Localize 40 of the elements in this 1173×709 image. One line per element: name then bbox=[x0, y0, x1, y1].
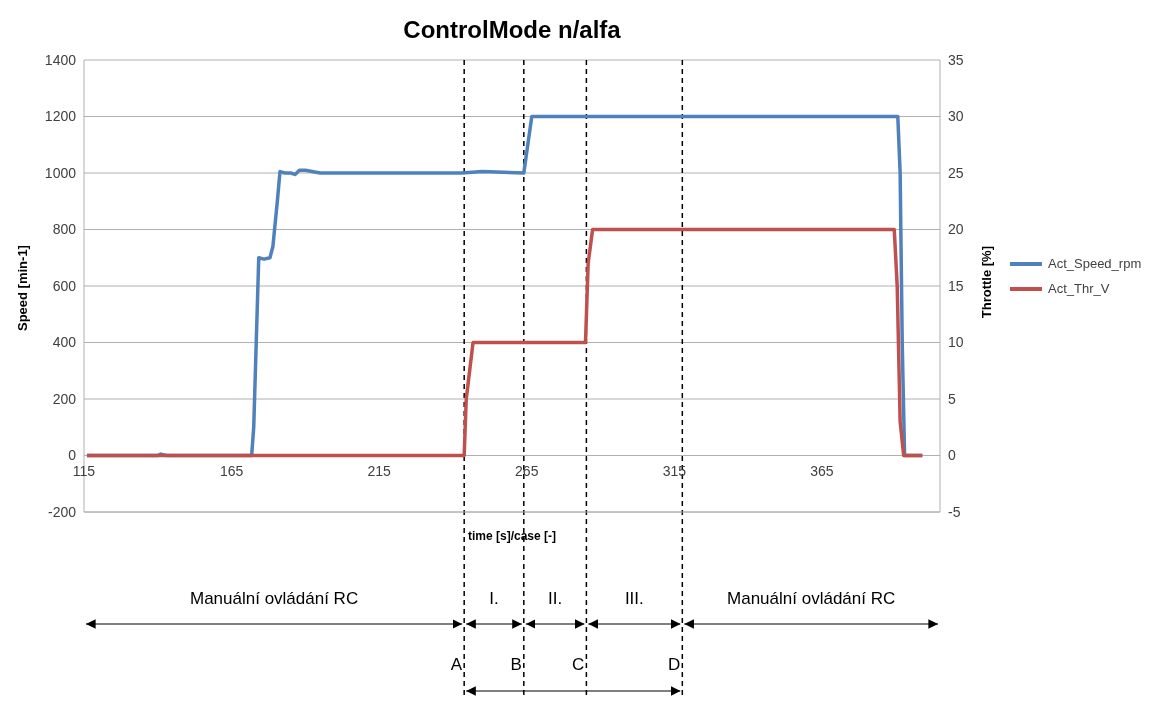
y2-axis-title: Throttle [%] bbox=[978, 246, 994, 319]
text: I. bbox=[489, 589, 499, 608]
ref-line-label: B bbox=[510, 655, 522, 674]
y2-tick-label: 10 bbox=[948, 334, 964, 351]
legend-label: Act_Speed_rpm bbox=[1048, 256, 1142, 271]
y2-tick-label: 30 bbox=[948, 108, 964, 125]
y-tick-label: 0 bbox=[68, 447, 77, 464]
x-tick-label: 215 bbox=[367, 462, 392, 479]
text: Manuální ovládání RC bbox=[727, 589, 896, 608]
x-tick-label: 265 bbox=[515, 462, 539, 479]
y2-tick-label: 0 bbox=[948, 447, 956, 464]
x-tick-label: 115 bbox=[72, 462, 96, 479]
y2-tick-label: -5 bbox=[948, 503, 961, 520]
text: III. bbox=[624, 589, 644, 608]
y-tick-label: -200 bbox=[47, 503, 77, 520]
y2-tick-label: 35 bbox=[948, 51, 964, 68]
y-tick-label: 1000 bbox=[44, 164, 77, 181]
y-tick-label: 800 bbox=[52, 221, 77, 238]
line-series bbox=[85, 227, 925, 458]
y2-tick-label: 25 bbox=[948, 164, 964, 181]
y2-tick-label: 15 bbox=[948, 277, 964, 294]
ref-line-label: D bbox=[668, 655, 681, 674]
y-tick-label: 1200 bbox=[44, 108, 77, 125]
y-axis-title: Speed [min-1] bbox=[14, 245, 30, 331]
ref-line-label: A bbox=[450, 655, 463, 674]
y-tick-label: 600 bbox=[52, 277, 77, 294]
x-tick-label: 315 bbox=[662, 462, 687, 479]
chart-title: ControlMode n/alfa bbox=[402, 15, 622, 45]
y2-tick-label: 5 bbox=[948, 390, 956, 407]
y-tick-label: 200 bbox=[52, 390, 77, 407]
legend-label: Act_Thr_V bbox=[1048, 281, 1110, 296]
x-tick-label: 165 bbox=[219, 462, 244, 479]
ref-line-label: C bbox=[572, 655, 585, 674]
text: Manuální ovládání RC bbox=[189, 589, 359, 608]
y-tick-label: 1400 bbox=[44, 51, 77, 68]
y2-tick-label: 20 bbox=[948, 221, 964, 238]
x-tick-label: 365 bbox=[810, 462, 834, 479]
y-tick-label: 400 bbox=[52, 334, 77, 351]
text: II. bbox=[548, 589, 563, 608]
x-axis-title: time [s]/case [-] bbox=[467, 529, 557, 543]
